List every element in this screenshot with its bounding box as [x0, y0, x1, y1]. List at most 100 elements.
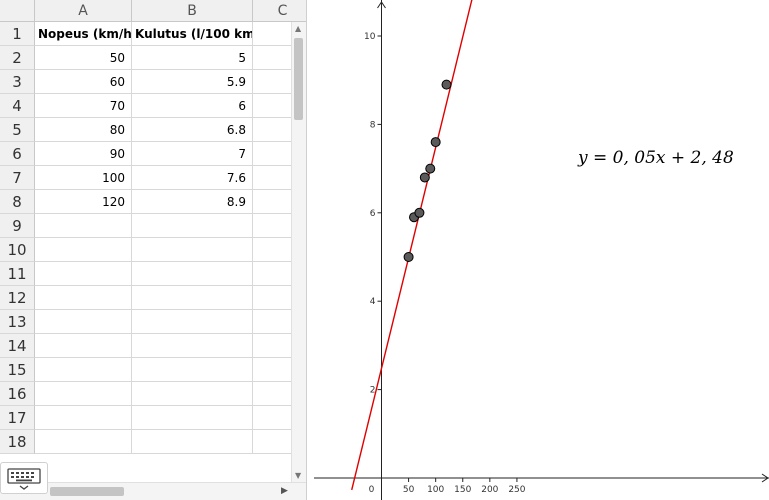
- cell-a2[interactable]: 50: [35, 46, 132, 70]
- column-header-b[interactable]: B: [132, 0, 253, 22]
- row-header-3[interactable]: 3: [0, 70, 35, 94]
- cell-c5[interactable]: [253, 118, 306, 142]
- cell-b7[interactable]: 7.6: [132, 166, 253, 190]
- cell-b17[interactable]: [132, 406, 253, 430]
- cell-a3[interactable]: 60: [35, 70, 132, 94]
- data-point[interactable]: [414, 207, 425, 218]
- data-point[interactable]: [403, 252, 414, 262]
- keyboard-icon: [7, 468, 41, 490]
- data-point[interactable]: [430, 137, 441, 148]
- data-point[interactable]: [419, 172, 430, 183]
- cell-c3[interactable]: [253, 70, 306, 94]
- row-header-17[interactable]: 17: [0, 406, 35, 430]
- cell-a14[interactable]: [35, 334, 132, 358]
- cell-a10[interactable]: [35, 238, 132, 262]
- horizontal-scrollbar[interactable]: ▶: [0, 482, 306, 500]
- data-point[interactable]: [425, 163, 436, 174]
- cell-a1[interactable]: Nopeus (km/h): [35, 22, 132, 46]
- cell-b11[interactable]: [132, 262, 253, 286]
- cell-c4[interactable]: [253, 94, 306, 118]
- y-tick-label: 4: [370, 297, 376, 307]
- cell-a9[interactable]: [35, 214, 132, 238]
- cell-b6[interactable]: 7: [132, 142, 253, 166]
- row-header-13[interactable]: 13: [0, 310, 35, 334]
- cell-a16[interactable]: [35, 382, 132, 406]
- cell-a17[interactable]: [35, 406, 132, 430]
- keyboard-button[interactable]: [0, 462, 48, 494]
- sheet-corner[interactable]: [0, 0, 35, 22]
- regression-line[interactable]: [351, 0, 531, 491]
- cell-c9[interactable]: [253, 214, 306, 238]
- row-header-8[interactable]: 8: [0, 190, 35, 214]
- cell-c11[interactable]: [253, 262, 306, 286]
- scroll-right-icon[interactable]: ▶: [281, 486, 288, 496]
- row-header-1[interactable]: 1: [0, 22, 35, 46]
- cell-b1[interactable]: Kulutus (l/100 km): [132, 22, 253, 46]
- cell-a15[interactable]: [35, 358, 132, 382]
- cell-c10[interactable]: [253, 238, 306, 262]
- cell-c16[interactable]: [253, 382, 306, 406]
- column-header-c[interactable]: C: [253, 0, 306, 22]
- row-header-7[interactable]: 7: [0, 166, 35, 190]
- row-header-6[interactable]: 6: [0, 142, 35, 166]
- row-header-12[interactable]: 12: [0, 286, 35, 310]
- cell-a13[interactable]: [35, 310, 132, 334]
- scroll-down-icon[interactable]: ▼: [295, 471, 302, 480]
- cell-b14[interactable]: [132, 334, 253, 358]
- vertical-scroll-thumb[interactable]: [294, 38, 303, 120]
- cell-c12[interactable]: [253, 286, 306, 310]
- cell-c14[interactable]: [253, 334, 306, 358]
- cell-b8[interactable]: 8.9: [132, 190, 253, 214]
- vertical-scrollbar[interactable]: ▲ ▼: [291, 22, 306, 482]
- cell-a7[interactable]: 100: [35, 166, 132, 190]
- cell-b12[interactable]: [132, 286, 253, 310]
- cell-b3[interactable]: 5.9: [132, 70, 253, 94]
- row-header-16[interactable]: 16: [0, 382, 35, 406]
- cell-c15[interactable]: [253, 358, 306, 382]
- row-header-5[interactable]: 5: [0, 118, 35, 142]
- cell-b13[interactable]: [132, 310, 253, 334]
- x-tick-label: 150: [454, 485, 471, 495]
- cell-a8[interactable]: 120: [35, 190, 132, 214]
- cell-a4[interactable]: 70: [35, 94, 132, 118]
- row-header-15[interactable]: 15: [0, 358, 35, 382]
- cell-b9[interactable]: [132, 214, 253, 238]
- cell-b18[interactable]: [132, 430, 253, 454]
- cell-b16[interactable]: [132, 382, 253, 406]
- cell-c2[interactable]: [253, 46, 306, 70]
- cell-a18[interactable]: [35, 430, 132, 454]
- row-header-14[interactable]: 14: [0, 334, 35, 358]
- row-header-4[interactable]: 4: [0, 94, 35, 118]
- regression-equation[interactable]: y = 0, 05x + 2, 48: [578, 148, 734, 168]
- horizontal-scroll-thumb[interactable]: [50, 487, 124, 496]
- cell-a12[interactable]: [35, 286, 132, 310]
- row-header-2[interactable]: 2: [0, 46, 35, 70]
- cell-c8[interactable]: [253, 190, 306, 214]
- graphics-view[interactable]: 0 50 100 150 200 250 2 4 6 8 10 y = 0, 05x + 2, 48: [314, 0, 769, 500]
- cell-b15[interactable]: [132, 358, 253, 382]
- scroll-up-icon[interactable]: ▲: [295, 24, 302, 33]
- row-header-11[interactable]: 11: [0, 262, 35, 286]
- column-header-a[interactable]: A: [35, 0, 132, 22]
- row-header-9[interactable]: 9: [0, 214, 35, 238]
- row-header-18[interactable]: 18: [0, 430, 35, 454]
- row-header-10[interactable]: 10: [0, 238, 35, 262]
- cell-c18[interactable]: [253, 430, 306, 454]
- cell-b4[interactable]: 6: [132, 94, 253, 118]
- cell-a11[interactable]: [35, 262, 132, 286]
- cell-a6[interactable]: 90: [35, 142, 132, 166]
- cell-c1[interactable]: [253, 22, 306, 46]
- cell-b2[interactable]: 5: [132, 46, 253, 70]
- cell-b5[interactable]: 6.8: [132, 118, 253, 142]
- cell-a5[interactable]: 80: [35, 118, 132, 142]
- pane-divider[interactable]: [306, 0, 314, 500]
- cell-c17[interactable]: [253, 406, 306, 430]
- cell-b10[interactable]: [132, 238, 253, 262]
- cell-c6[interactable]: [253, 142, 306, 166]
- cell-c7[interactable]: [253, 166, 306, 190]
- scatter-plot: 0 50 100 150 200 250 2 4 6 8 10: [314, 0, 769, 500]
- cell-c13[interactable]: [253, 310, 306, 334]
- data-point[interactable]: [441, 79, 452, 90]
- x-tick-label: 200: [481, 485, 498, 495]
